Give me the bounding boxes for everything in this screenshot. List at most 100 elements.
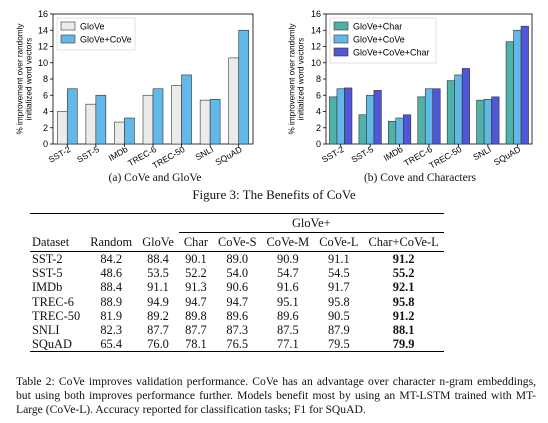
bar-glove xyxy=(114,121,125,145)
bar-glove-char xyxy=(505,41,514,145)
table-row: TREC-6 88.9 94.9 94.7 94.7 95.1 95.8 95.8 xyxy=(30,295,444,309)
y-tick-label: 0 xyxy=(43,139,48,149)
score-cell: 77.1 xyxy=(277,337,299,352)
bar-glove-cove-char xyxy=(373,90,382,145)
col-header-dataset: Dataset xyxy=(32,234,70,249)
score-cell: 55.2 xyxy=(392,266,415,281)
y-tick-label: 14 xyxy=(38,25,48,35)
score-cell: 88.4 xyxy=(100,280,123,295)
col-header-char: Char xyxy=(183,234,208,249)
dataset-cell: SST-2 xyxy=(32,252,63,266)
x-tick-label: SQuAD xyxy=(492,144,522,167)
x-tick-label: SQuAD xyxy=(213,144,243,167)
bar-glove-cove-char xyxy=(520,25,529,145)
legend-swatch xyxy=(60,21,76,31)
col-header-cove-m: CoVe-M xyxy=(266,234,310,249)
legend-swatch xyxy=(333,34,349,44)
score-cell: 90.1 xyxy=(185,252,207,266)
y-tick-label: 10 xyxy=(311,58,321,68)
figure-3: 0 2 4 6 8 10 12 14 16 % improvement over randomly… xyxy=(15,9,533,171)
score-cell: 89.2 xyxy=(147,308,169,323)
score-cell: 53.5 xyxy=(147,266,169,281)
score-cell: 76.0 xyxy=(147,337,169,352)
y-tick-label: 16 xyxy=(311,9,321,19)
dataset-cell: SST-5 xyxy=(32,266,63,281)
y-tick-label: 2 xyxy=(43,123,48,133)
bar-glove-cove xyxy=(336,88,345,145)
score-cell: 91.6 xyxy=(277,280,299,295)
score-cell: 54.5 xyxy=(327,266,350,281)
y-tick-label: 0 xyxy=(316,139,321,149)
score-cell: 91.7 xyxy=(327,280,350,295)
score-cell: 78.1 xyxy=(185,337,207,352)
bar-glove-cove xyxy=(238,29,250,145)
legend-label: GloVe+CoVe xyxy=(80,35,132,45)
bar-glove-char xyxy=(329,96,338,145)
x-tick-label: TREC-50 xyxy=(151,144,187,171)
score-cell: 87.3 xyxy=(226,323,249,338)
score-cell: 94.9 xyxy=(147,294,169,309)
score-cell: 79.5 xyxy=(327,337,350,352)
table-caption: Table 2: CoVe improves validation perfor… xyxy=(16,375,536,417)
y-tick-label: 8 xyxy=(316,74,321,84)
group-header: GloVe+ xyxy=(178,213,444,233)
dataset-cell: TREC-50 xyxy=(32,308,81,323)
score-cell: 88.9 xyxy=(100,294,123,309)
score-cell: 79.9 xyxy=(392,337,415,352)
score-cell: 95.8 xyxy=(327,294,350,309)
bar-glove-char xyxy=(388,120,397,145)
y-tick-label: 12 xyxy=(38,42,48,52)
y-tick-label: 2 xyxy=(316,123,321,133)
score-cell: 82.3 xyxy=(100,323,123,338)
score-cell: 65.4 xyxy=(100,337,123,352)
score-cell: 94.7 xyxy=(185,294,207,309)
legend-swatch xyxy=(333,47,349,57)
score-cell: 90.5 xyxy=(327,308,350,323)
y-tick-label: 14 xyxy=(311,25,321,35)
score-cell: 87.7 xyxy=(147,323,169,338)
score-cell: 81.9 xyxy=(100,308,123,323)
score-cell: 89.6 xyxy=(277,308,299,323)
table-row: SST-2 84.2 88.4 90.1 89.0 90.9 91.1 91.2 xyxy=(30,252,444,267)
bar-glove-cove xyxy=(454,74,463,145)
x-tick-label: SST-5 xyxy=(75,144,101,165)
y-tick-label: 4 xyxy=(43,107,48,117)
legend-label: GloVe xyxy=(80,22,105,32)
legend-box xyxy=(56,17,136,51)
score-cell: 90.6 xyxy=(226,280,249,295)
bar-glove-cove-char xyxy=(344,87,353,145)
bar-glove-cove xyxy=(181,74,192,145)
bar-glove-char xyxy=(417,96,426,145)
y-tick-label: 6 xyxy=(316,90,321,100)
bar-glove-cove xyxy=(395,117,404,145)
bar-glove xyxy=(142,94,154,145)
dataset-cell: IMDb xyxy=(32,280,63,295)
bar-glove-cove xyxy=(424,88,434,145)
x-tick-label: SST-2 xyxy=(47,144,73,165)
bar-glove xyxy=(199,99,211,145)
x-tick-label: SNLI xyxy=(194,144,216,162)
bar-glove-cove xyxy=(152,88,164,145)
y-tick-label: 10 xyxy=(38,58,48,68)
bar-glove xyxy=(171,85,182,145)
score-cell: 89.0 xyxy=(226,252,249,266)
y-tick-label: 8 xyxy=(43,74,48,84)
y-tick-label: 4 xyxy=(316,107,321,117)
x-tick-label: TREC-50 xyxy=(427,144,463,171)
header-row: Dataset Random GloVe Char CoVe-S CoVe-M … xyxy=(30,233,444,252)
y-axis-label: % improvement over randomlyinitialized w… xyxy=(287,23,305,135)
subcaption-b: (b) Cove and Characters xyxy=(363,172,477,184)
legend-label: GloVe+CoVe+Char xyxy=(353,48,430,58)
bar-glove-cove xyxy=(483,99,492,145)
figure-caption: Figure 3: The Benefits of CoVe xyxy=(192,187,356,202)
score-cell: 92.1 xyxy=(392,280,415,295)
score-cell: 87.9 xyxy=(327,323,350,338)
dataset-cell: SQuAD xyxy=(32,337,72,352)
bar-glove-char xyxy=(476,99,485,145)
score-cell: 91.2 xyxy=(392,308,415,323)
score-cell: 54.0 xyxy=(226,266,249,281)
table-row: TREC-50 81.9 89.2 89.8 89.6 89.6 90.5 91.2 xyxy=(30,309,444,323)
score-cell: 76.5 xyxy=(226,337,249,352)
score-cell: 89.8 xyxy=(185,308,207,323)
bar-glove-cove xyxy=(66,88,78,145)
